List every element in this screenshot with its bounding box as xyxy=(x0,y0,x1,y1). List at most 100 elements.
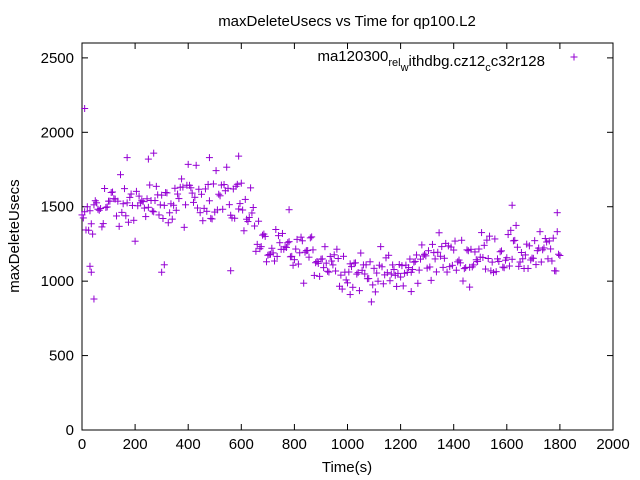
data-point xyxy=(289,261,297,269)
data-point xyxy=(413,251,421,259)
data-point xyxy=(252,247,260,255)
data-point xyxy=(553,209,561,217)
data-point xyxy=(103,203,111,211)
data-point xyxy=(281,243,289,251)
data-point xyxy=(231,214,239,222)
data-point xyxy=(478,229,486,237)
data-point xyxy=(328,257,336,265)
data-point xyxy=(369,281,377,289)
data-point xyxy=(224,184,232,192)
data-point xyxy=(95,206,103,214)
data-point xyxy=(405,264,413,272)
data-point xyxy=(142,213,150,221)
data-point xyxy=(329,261,337,269)
legend-label-subscript: rel xyxy=(388,57,400,69)
data-point xyxy=(155,211,163,219)
data-point xyxy=(227,267,235,275)
data-point xyxy=(308,233,316,241)
data-point xyxy=(305,253,313,261)
data-point xyxy=(524,264,532,272)
data-point xyxy=(504,231,512,239)
data-point xyxy=(357,249,365,257)
data-point xyxy=(406,255,414,263)
data-point xyxy=(326,252,334,260)
data-point xyxy=(385,251,393,259)
data-point xyxy=(99,220,107,228)
data-point xyxy=(93,199,101,207)
data-point xyxy=(151,197,159,205)
data-point xyxy=(556,251,564,259)
x-tick-label: 1600 xyxy=(490,436,523,453)
data-point xyxy=(448,261,456,269)
legend-label-subscript: c xyxy=(485,62,491,74)
chart-title: maxDeleteUsecs vs Time for qp100.L2 xyxy=(218,13,476,30)
data-point xyxy=(123,154,131,162)
data-point xyxy=(247,184,255,192)
data-point xyxy=(163,189,171,197)
x-tick-label: 0 xyxy=(78,436,86,453)
data-point xyxy=(225,201,233,209)
data-point xyxy=(114,197,122,205)
legend-label-part: ma120300 xyxy=(317,48,388,65)
data-point xyxy=(435,229,443,237)
data-point xyxy=(414,279,422,287)
data-point xyxy=(158,191,166,199)
data-point xyxy=(411,257,419,265)
data-point xyxy=(521,251,529,259)
y-tick-label: 2000 xyxy=(41,124,74,141)
data-point xyxy=(296,249,304,257)
data-point xyxy=(179,183,187,191)
data-point xyxy=(113,212,121,220)
data-point xyxy=(422,252,430,260)
legend-label-part: ithdbg.cz12 xyxy=(409,53,486,70)
legend: ma120300relwithdbg.cz12cc32r128 xyxy=(317,48,578,74)
x-tick-label: 2000 xyxy=(596,436,629,453)
data-point xyxy=(512,221,520,229)
data-point xyxy=(427,276,435,284)
data-point xyxy=(365,275,373,283)
data-point xyxy=(126,193,134,201)
data-point xyxy=(354,269,362,277)
data-point xyxy=(471,248,479,256)
data-point xyxy=(209,180,217,188)
data-point xyxy=(314,259,322,267)
data-point xyxy=(290,256,298,264)
data-point xyxy=(387,270,395,278)
data-point xyxy=(367,298,375,306)
x-tick-label: 1800 xyxy=(543,436,576,453)
data-point xyxy=(124,218,132,226)
data-point xyxy=(187,184,195,192)
data-point xyxy=(306,234,314,242)
data-point xyxy=(297,233,305,241)
data-point xyxy=(503,254,511,262)
data-point xyxy=(496,248,504,256)
data-point xyxy=(548,257,556,265)
legend-marker xyxy=(570,53,578,61)
data-point xyxy=(235,152,243,160)
x-tick-label: 1400 xyxy=(437,436,470,453)
legend-label: ma120300relwithdbg.cz12cc32r128 xyxy=(317,48,545,74)
data-point xyxy=(355,287,363,295)
x-tick-label: 600 xyxy=(229,436,254,453)
data-point xyxy=(451,237,459,245)
data-point xyxy=(544,255,552,263)
y-axis-label: maxDeleteUsecs xyxy=(6,179,23,292)
data-point xyxy=(239,206,247,214)
data-point xyxy=(127,190,135,198)
data-point xyxy=(353,270,361,278)
data-point xyxy=(235,205,243,213)
x-tick-label: 400 xyxy=(176,436,201,453)
data-point xyxy=(318,255,326,263)
data-point xyxy=(158,268,166,276)
data-point xyxy=(270,257,278,265)
data-point xyxy=(237,179,245,187)
data-point xyxy=(374,277,382,285)
data-point xyxy=(370,264,378,272)
data-point xyxy=(282,243,290,251)
data-point xyxy=(164,219,172,227)
data-point xyxy=(515,262,523,270)
data-point xyxy=(97,205,105,213)
data-point xyxy=(172,206,180,214)
data-point xyxy=(344,279,351,287)
data-point xyxy=(555,250,563,258)
